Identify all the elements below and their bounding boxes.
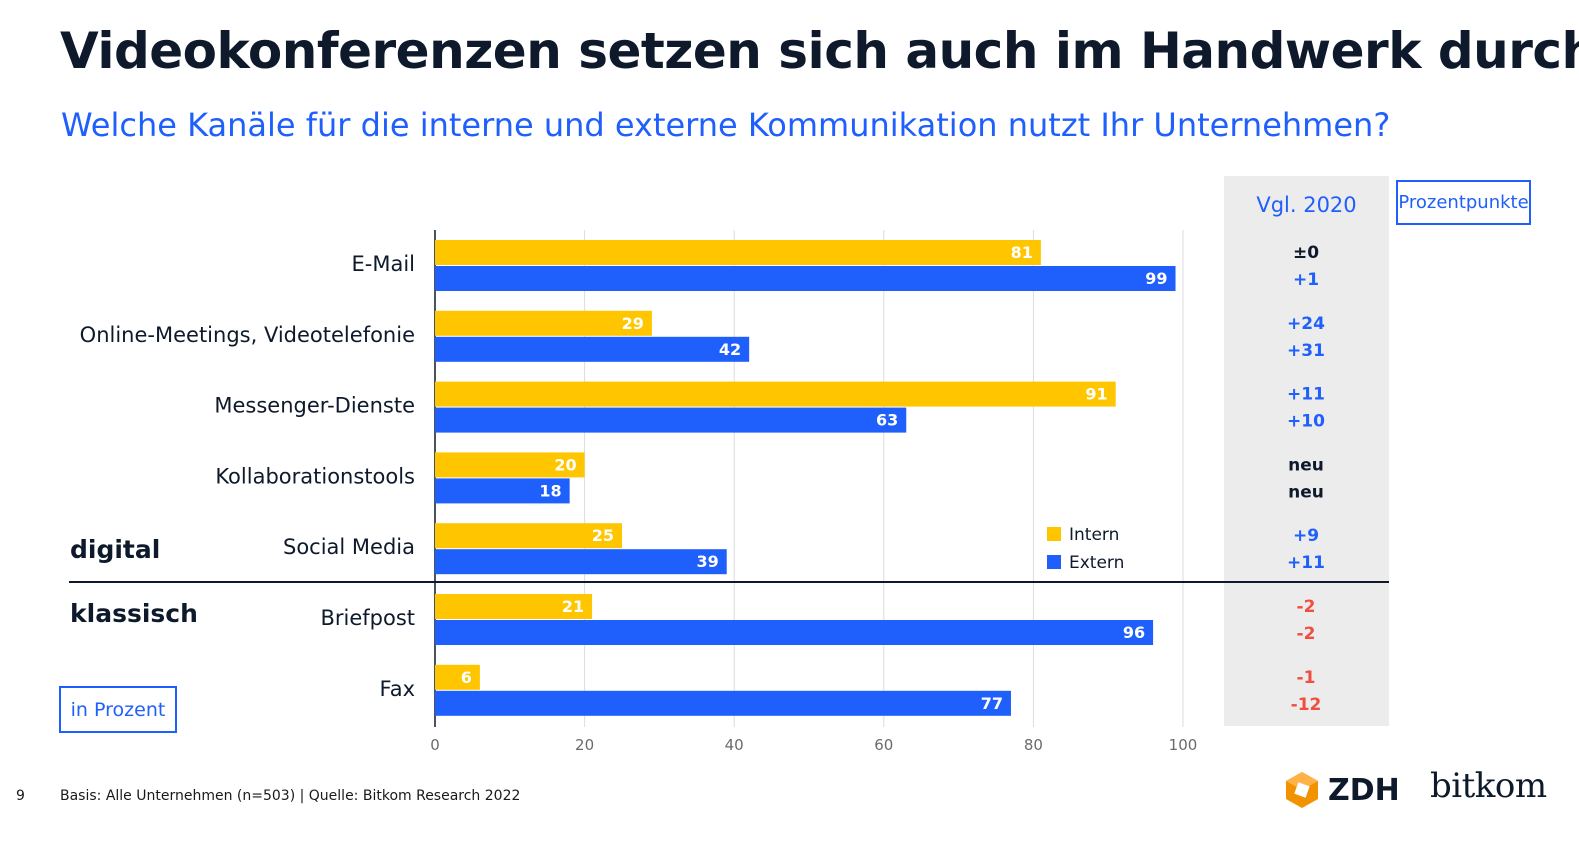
data-label: 63 <box>876 411 898 430</box>
bar-intern <box>435 523 622 549</box>
bar-extern <box>435 549 727 575</box>
comparison-value: +9 <box>1293 526 1319 546</box>
bar-extern <box>435 336 750 362</box>
comparison-value: +10 <box>1287 412 1325 432</box>
bar-intern <box>435 310 652 336</box>
comparison-value: neu <box>1288 482 1324 502</box>
category-label: Social Media <box>283 535 415 559</box>
unit-box-prozentpunkte: Prozentpunkte <box>1396 180 1531 225</box>
legend-label: Extern <box>1069 553 1124 573</box>
legend-swatch-intern <box>1047 527 1061 541</box>
bar-intern <box>435 240 1041 265</box>
comparison-value: ±0 <box>1293 243 1319 263</box>
source-note: Basis: Alle Unternehmen (n=503) | Quelle… <box>60 788 521 804</box>
comparison-panel <box>1224 176 1389 726</box>
page-number: 9 <box>16 788 25 804</box>
group-label-digital: digital <box>70 535 161 564</box>
x-tick-label: 40 <box>725 736 744 754</box>
data-label: 91 <box>1085 385 1107 404</box>
legend-label: Intern <box>1069 525 1119 545</box>
zdh-logo-icon <box>1286 772 1318 808</box>
x-tick-label: 100 <box>1169 736 1198 754</box>
category-label: E-Mail <box>351 252 415 276</box>
legend-swatch-extern <box>1047 555 1061 569</box>
bar-extern <box>435 478 570 504</box>
page-title: Videokonferenzen setzen sich auch im Han… <box>60 22 1579 80</box>
comparison-value: +11 <box>1287 553 1325 573</box>
x-tick-label: 80 <box>1024 736 1043 754</box>
category-label: Fax <box>380 677 415 701</box>
bar-intern <box>435 664 480 690</box>
data-label: 6 <box>461 668 472 687</box>
data-label: 96 <box>1123 623 1145 642</box>
x-tick-label: 0 <box>430 736 440 754</box>
comparison-value: +31 <box>1287 341 1325 361</box>
data-label: 18 <box>539 481 561 500</box>
data-label: 20 <box>554 455 576 474</box>
data-label: 39 <box>696 552 718 571</box>
group-divider <box>69 581 1389 583</box>
bar-extern <box>435 690 1011 716</box>
group-label-klassisch: klassisch <box>70 599 198 628</box>
bar-intern <box>435 452 585 478</box>
comparison-value: -2 <box>1297 624 1316 644</box>
comparison-value: +24 <box>1287 314 1325 334</box>
data-label: 42 <box>719 340 741 359</box>
comparison-value: -1 <box>1297 668 1316 688</box>
category-label: Kollaborationstools <box>215 464 415 488</box>
data-label: 25 <box>592 526 614 545</box>
data-label: 77 <box>981 694 1003 713</box>
zdh-logo-text: ZDH <box>1328 772 1400 808</box>
data-label: 21 <box>562 597 584 616</box>
page-subtitle: Welche Kanäle für die interne und extern… <box>61 106 1391 144</box>
zdh-logo: ZDH <box>1282 770 1400 810</box>
category-label: Online-Meetings, Videotelefonie <box>80 323 415 347</box>
bar-extern <box>435 266 1176 291</box>
data-label: 81 <box>1011 243 1033 262</box>
unit-box-in-prozent: in Prozent <box>59 686 177 733</box>
category-label: Briefpost <box>320 606 415 630</box>
bar-extern <box>435 620 1154 645</box>
category-label: Messenger-Dienste <box>214 394 415 418</box>
bar-intern <box>435 381 1116 407</box>
bitkom-logo: bitkom <box>1430 766 1547 806</box>
comparison-value: +1 <box>1293 270 1319 290</box>
comparison-heading: Vgl. 2020 <box>1256 193 1357 217</box>
comparison-value: -2 <box>1297 597 1316 617</box>
data-label: 29 <box>622 314 644 333</box>
comparison-value: +11 <box>1287 385 1325 405</box>
x-tick-label: 20 <box>575 736 594 754</box>
bar-extern <box>435 407 907 433</box>
comparison-value: -12 <box>1291 695 1322 715</box>
x-tick-label: 60 <box>874 736 893 754</box>
data-label: 99 <box>1145 269 1167 288</box>
bar-intern <box>435 594 593 619</box>
comparison-value: neu <box>1288 455 1324 475</box>
